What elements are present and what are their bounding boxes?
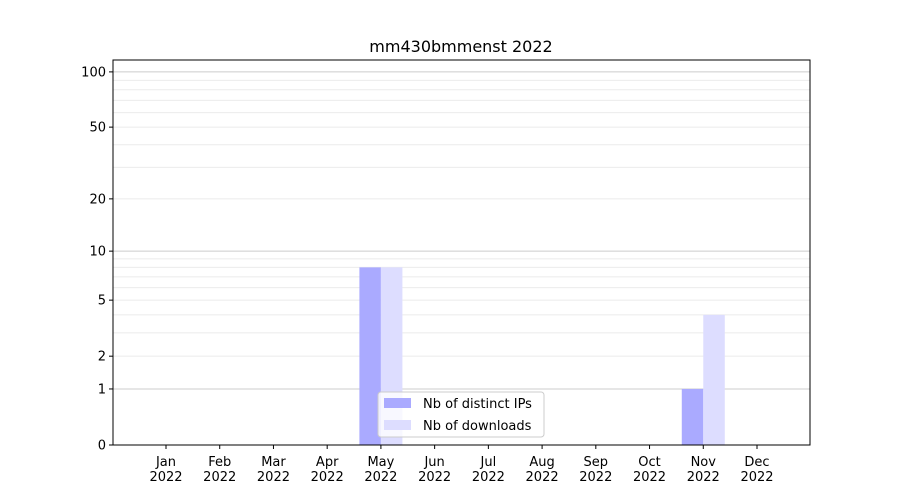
x-tick-label: Feb bbox=[208, 455, 231, 470]
x-tick-label: 2022 bbox=[472, 470, 505, 485]
x-tick-label: Dec bbox=[744, 455, 769, 470]
x-tick-label: Apr bbox=[316, 455, 339, 470]
bar-ips bbox=[359, 267, 381, 445]
y-tick-label: 20 bbox=[89, 192, 106, 207]
legend-swatch-downloads bbox=[384, 420, 411, 430]
plot-frame bbox=[112, 59, 811, 446]
y-tick-label: 10 bbox=[89, 245, 106, 260]
x-tick-label: Jan bbox=[155, 455, 176, 470]
y-tick-label: 2 bbox=[98, 350, 106, 365]
bar-downloads bbox=[703, 314, 725, 445]
x-tick-label: 2022 bbox=[203, 470, 236, 485]
x-tick-label: Mar bbox=[261, 455, 286, 470]
x-tick-label: 2022 bbox=[740, 470, 773, 485]
chart-title: mm430bmmenst 2022 bbox=[369, 37, 552, 56]
x-tick-label: 2022 bbox=[526, 470, 559, 485]
x-tick-label: Nov bbox=[691, 455, 717, 470]
y-tick-label: 50 bbox=[89, 121, 106, 136]
x-tick-label: Oct bbox=[638, 455, 660, 470]
x-tick-label: May bbox=[367, 455, 394, 470]
x-tick-label: Jun bbox=[423, 455, 444, 470]
x-tick-label: 2022 bbox=[579, 470, 612, 485]
x-tick-label: Sep bbox=[584, 455, 609, 470]
legend-label-downloads: Nb of downloads bbox=[423, 419, 532, 434]
x-tick-label: 2022 bbox=[364, 470, 397, 485]
legend-swatch-ips bbox=[384, 398, 411, 408]
bar-ips bbox=[681, 388, 704, 445]
x-tick-label: 2022 bbox=[257, 470, 290, 485]
y-tick-label: 0 bbox=[98, 439, 106, 454]
legend: Nb of distinct IPs Nb of downloads bbox=[377, 391, 545, 438]
legend-label-ips: Nb of distinct IPs bbox=[423, 397, 532, 412]
y-tick-label: 5 bbox=[98, 294, 106, 309]
x-tick-label: Aug bbox=[529, 455, 554, 470]
x-tick-label: 2022 bbox=[311, 470, 344, 485]
x-tick-label: Jul bbox=[480, 455, 497, 470]
x-tick-label: 2022 bbox=[687, 470, 720, 485]
y-tick-label: 1 bbox=[98, 382, 106, 397]
y-tick-label: 100 bbox=[81, 65, 106, 80]
x-tick-label: 2022 bbox=[149, 470, 182, 485]
x-tick-label: 2022 bbox=[633, 470, 666, 485]
x-tick-label: 2022 bbox=[418, 470, 451, 485]
